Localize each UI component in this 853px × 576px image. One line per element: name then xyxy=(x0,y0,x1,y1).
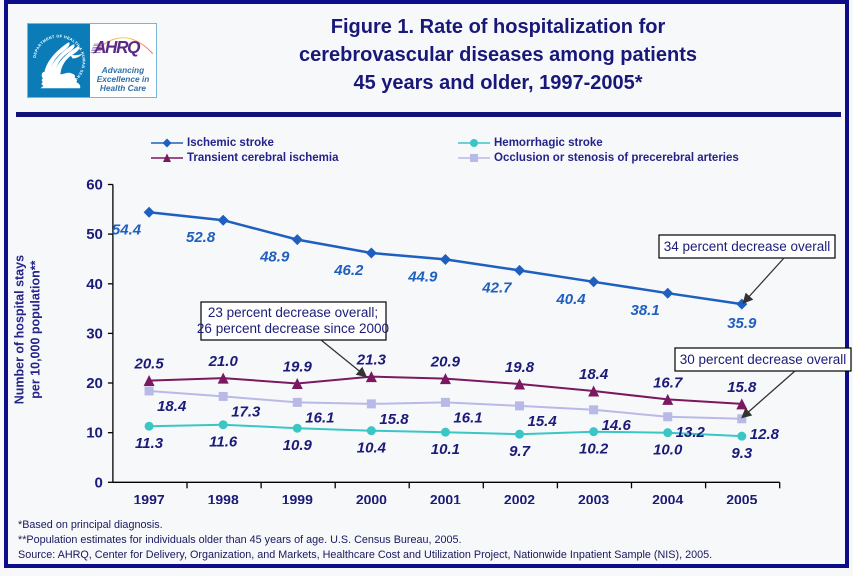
svg-text:23 percent decrease overall;: 23 percent decrease overall; xyxy=(208,305,378,320)
svg-text:2002: 2002 xyxy=(504,491,535,504)
svg-text:17.3: 17.3 xyxy=(231,403,261,420)
svg-text:52.8: 52.8 xyxy=(186,229,216,246)
svg-text:16.7: 16.7 xyxy=(653,374,683,391)
svg-text:10.2: 10.2 xyxy=(579,441,609,458)
svg-text:21.0: 21.0 xyxy=(208,353,239,370)
svg-text:12.8: 12.8 xyxy=(750,426,780,443)
svg-text:2004: 2004 xyxy=(652,491,683,504)
svg-text:10.9: 10.9 xyxy=(283,437,313,454)
svg-text:40: 40 xyxy=(86,276,103,293)
svg-text:15.8: 15.8 xyxy=(727,379,757,396)
svg-text:2000: 2000 xyxy=(356,491,387,504)
svg-text:1997: 1997 xyxy=(134,491,165,504)
svg-text:35.9: 35.9 xyxy=(727,315,757,332)
svg-text:21.3: 21.3 xyxy=(356,352,387,369)
svg-text:18.4: 18.4 xyxy=(157,398,187,415)
svg-text:26 percent decrease since 2000: 26 percent decrease since 2000 xyxy=(197,321,389,336)
svg-text:11.6: 11.6 xyxy=(209,434,238,451)
svg-text:0: 0 xyxy=(95,474,103,491)
svg-text:46.2: 46.2 xyxy=(333,262,364,279)
svg-text:1999: 1999 xyxy=(282,491,313,504)
svg-text:13.2: 13.2 xyxy=(676,424,706,441)
svg-text:15.4: 15.4 xyxy=(528,413,558,430)
svg-text:48.9: 48.9 xyxy=(259,249,290,266)
svg-text:16.1: 16.1 xyxy=(453,409,482,426)
svg-text:2003: 2003 xyxy=(578,491,609,504)
svg-text:11.3: 11.3 xyxy=(135,435,164,452)
svg-text:10.1: 10.1 xyxy=(431,441,460,458)
svg-text:15.8: 15.8 xyxy=(379,411,409,428)
svg-text:19.8: 19.8 xyxy=(505,359,535,376)
svg-text:40.4: 40.4 xyxy=(555,291,586,308)
svg-text:10: 10 xyxy=(86,425,103,442)
svg-text:42.7: 42.7 xyxy=(481,279,512,296)
svg-text:9.3: 9.3 xyxy=(731,445,753,462)
svg-text:16.1: 16.1 xyxy=(305,409,334,426)
svg-text:10.4: 10.4 xyxy=(357,440,387,457)
svg-text:20.5: 20.5 xyxy=(133,356,164,373)
svg-text:1998: 1998 xyxy=(208,491,239,504)
svg-text:20.9: 20.9 xyxy=(430,354,461,371)
svg-text:2001: 2001 xyxy=(430,491,461,504)
svg-text:30: 30 xyxy=(86,325,103,342)
svg-text:50: 50 xyxy=(86,226,103,243)
svg-text:18.4: 18.4 xyxy=(579,366,609,383)
svg-text:9.7: 9.7 xyxy=(509,443,531,460)
svg-text:19.9: 19.9 xyxy=(283,359,313,376)
svg-text:38.1: 38.1 xyxy=(630,302,659,319)
svg-text:34 percent decrease overall: 34 percent decrease overall xyxy=(664,239,831,254)
svg-text:54.4: 54.4 xyxy=(112,221,142,238)
svg-text:60: 60 xyxy=(86,177,103,194)
svg-text:2005: 2005 xyxy=(726,491,757,504)
svg-text:44.9: 44.9 xyxy=(407,268,438,285)
svg-text:10.0: 10.0 xyxy=(653,442,683,459)
svg-text:30 percent decrease overall: 30 percent decrease overall xyxy=(680,352,847,367)
svg-text:14.6: 14.6 xyxy=(602,417,632,434)
svg-text:20: 20 xyxy=(86,375,103,392)
